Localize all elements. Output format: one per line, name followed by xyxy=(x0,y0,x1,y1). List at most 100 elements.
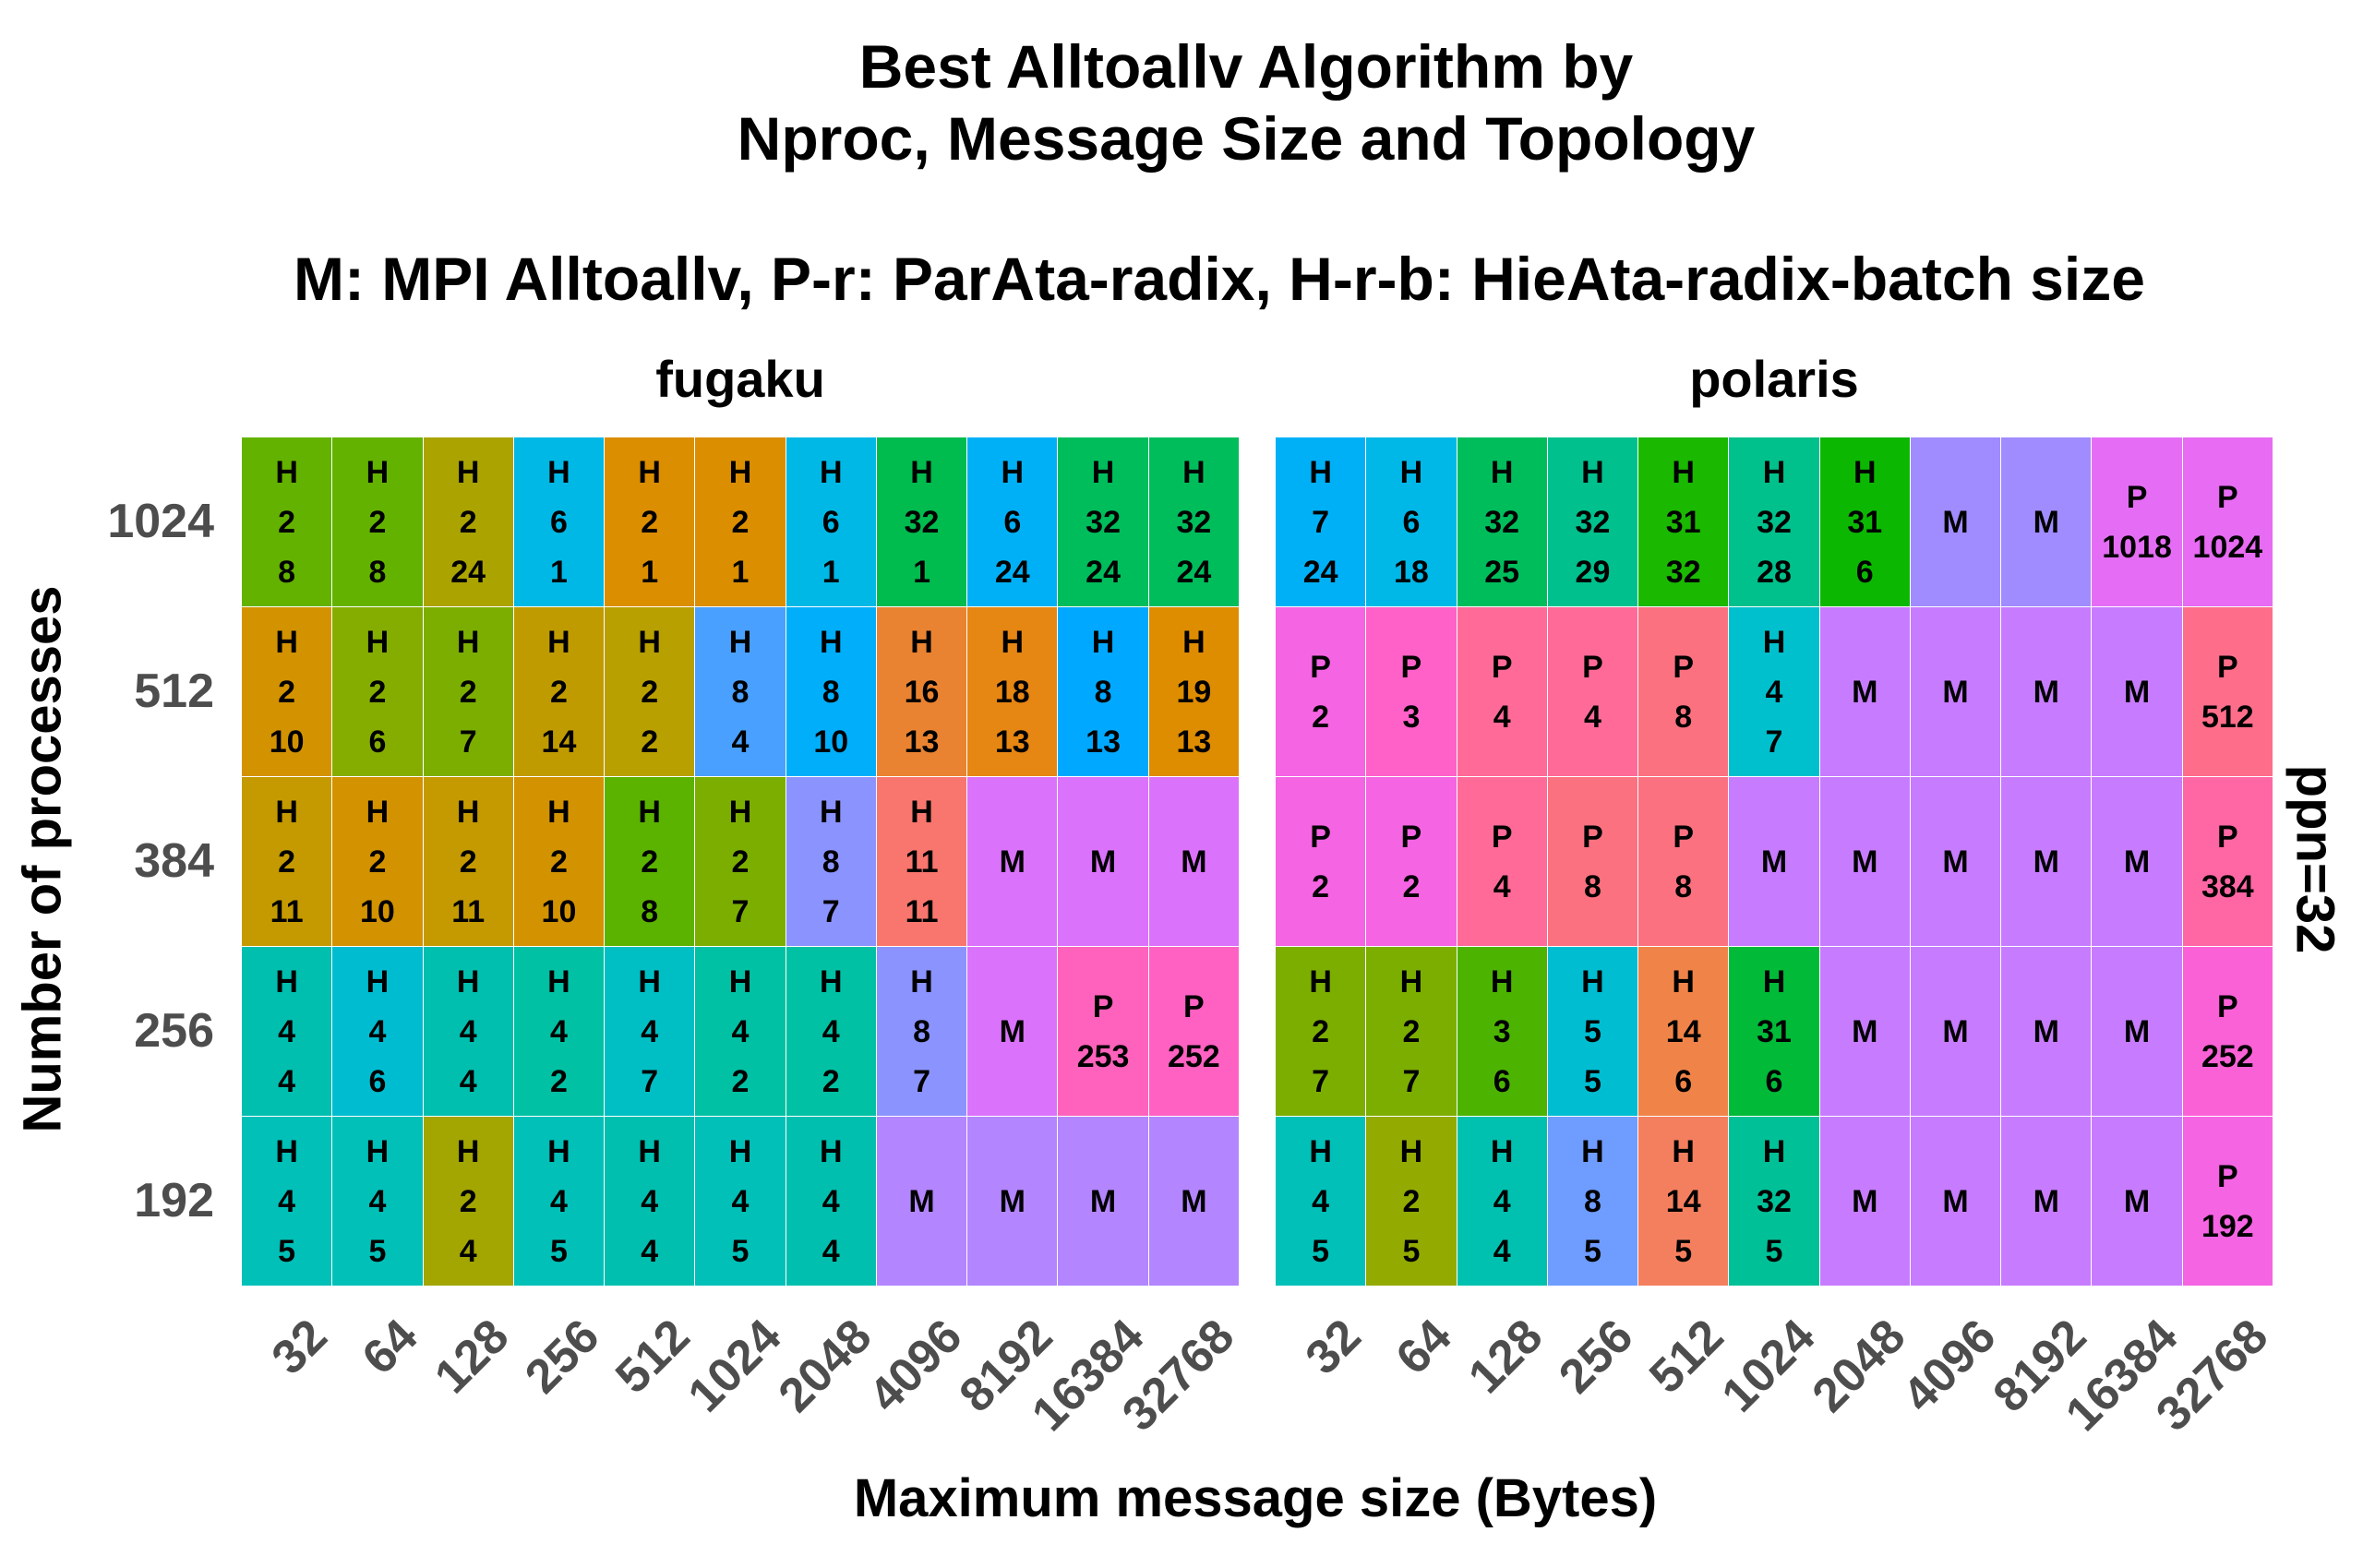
cell-label: H xyxy=(1672,964,1695,999)
cell-label: 19 xyxy=(1176,674,1212,710)
cell-label: 14 xyxy=(1665,1183,1701,1219)
cell-label: 18 xyxy=(994,674,1030,710)
cell-label: 5 xyxy=(368,1233,387,1269)
cell-label: 4 xyxy=(1493,868,1511,904)
cell-label: 3 xyxy=(1493,1013,1511,1049)
cell-label: H xyxy=(819,794,843,830)
y-tick-label: 1024 xyxy=(107,495,214,548)
cell-label: 2 xyxy=(549,674,568,710)
heatmap-cell: H 5 5 xyxy=(1546,946,1639,1117)
heatmap-cell: P 192 xyxy=(2181,1116,2273,1287)
heatmap-cell: M xyxy=(1818,776,1911,947)
x-tick-label: 256 xyxy=(515,1309,610,1405)
heatmap-cell: H 2 10 xyxy=(331,776,424,947)
heatmap-cell: H 2 8 xyxy=(241,437,333,607)
heatmap-cell: M xyxy=(966,776,1059,947)
cell-label: H xyxy=(1762,1133,1786,1169)
cell-label: H xyxy=(1853,454,1877,490)
cell-label: 5 xyxy=(1312,1233,1330,1269)
cell-label: 14 xyxy=(1665,1013,1701,1049)
cell-label: 6 xyxy=(549,504,568,540)
heatmap-cell: P 1024 xyxy=(2181,437,2273,607)
cell-label: 2 xyxy=(549,844,568,880)
cell-label: M xyxy=(999,844,1026,880)
cell-label: H xyxy=(366,794,390,830)
cell-label: 29 xyxy=(1575,554,1611,590)
cell-label: H xyxy=(1182,454,1205,490)
x-tick-label: 4096 xyxy=(858,1309,973,1423)
cell-label: 3 xyxy=(1402,699,1421,735)
x-tick-label: 128 xyxy=(424,1309,520,1405)
cell-label: M xyxy=(908,1183,935,1219)
cell-label: 32 xyxy=(904,504,940,540)
heatmap-cell: M xyxy=(2000,946,2093,1117)
cell-label: H xyxy=(366,964,390,999)
x-tick-label: 128 xyxy=(1457,1309,1553,1405)
cell-label: H xyxy=(1762,964,1786,999)
heatmap-cell: H 4 5 xyxy=(1275,1116,1367,1287)
cell-label: 24 xyxy=(1086,554,1121,590)
heatmap-cell: M xyxy=(1147,1116,1240,1287)
cell-label: 2 xyxy=(368,844,387,880)
cell-label: 5 xyxy=(278,1233,296,1269)
cell-label: P xyxy=(1491,649,1513,685)
heatmap-cell: H 2 6 xyxy=(331,606,424,777)
heatmap-cell: H 2 4 xyxy=(422,1116,514,1287)
heatmap-cell: H 2 24 xyxy=(422,437,514,607)
cell-label: H xyxy=(275,964,298,999)
cell-label: 5 xyxy=(1402,1233,1421,1269)
heatmap-cell: H 2 7 xyxy=(1365,946,1457,1117)
cell-label: 4 xyxy=(1583,699,1601,735)
cell-label: H xyxy=(638,964,661,999)
cell-label: 32 xyxy=(1575,504,1611,540)
y-tick-label: 256 xyxy=(134,1004,214,1058)
heatmap-cell: H 4 7 xyxy=(604,946,696,1117)
heatmap-cell: M xyxy=(1909,776,2002,947)
heatmap-cell: M xyxy=(1057,776,1149,947)
heatmap-cell: H 8 5 xyxy=(1546,1116,1639,1287)
cell-label: H xyxy=(456,624,480,660)
cell-label: 4 xyxy=(822,1013,840,1049)
cell-label: 25 xyxy=(1484,554,1520,590)
cell-label: 10 xyxy=(813,724,849,760)
heatmap-cell: H 31 6 xyxy=(1818,437,1911,607)
cell-label: 2 xyxy=(459,504,477,540)
cell-label: 2 xyxy=(459,674,477,710)
cell-label: 32 xyxy=(1757,1183,1792,1219)
cell-label: 5 xyxy=(1765,1233,1783,1269)
cell-label: H xyxy=(1309,454,1332,490)
cell-label: 13 xyxy=(994,724,1030,760)
cell-label: P xyxy=(1400,649,1422,685)
cell-label: 2 xyxy=(1402,1013,1421,1049)
cell-label: M xyxy=(999,1183,1026,1219)
cell-label: 7 xyxy=(1312,1063,1330,1099)
heatmap-cell: M xyxy=(1057,1116,1149,1287)
cell-label: 4 xyxy=(459,1013,477,1049)
cell-label: 24 xyxy=(1176,554,1212,590)
cell-label: H xyxy=(547,624,570,660)
heatmap-cell: M xyxy=(966,946,1059,1117)
heatmap-cell: M xyxy=(2000,1116,2093,1287)
heatmap-cell: P 512 xyxy=(2181,606,2273,777)
heatmap-cell: M xyxy=(1818,946,1911,1117)
cell-label: 5 xyxy=(1583,1063,1601,1099)
heatmap-cell: H 6 1 xyxy=(785,437,877,607)
cell-label: 8 xyxy=(1583,1183,1601,1219)
heatmap-cell: H 6 1 xyxy=(512,437,606,607)
cell-label: M xyxy=(1942,504,1969,540)
cell-label: H xyxy=(547,1133,570,1169)
cell-label: 4 xyxy=(731,724,750,760)
cell-label: H xyxy=(1091,624,1115,660)
cell-label: 4 xyxy=(731,1013,750,1049)
heatmap-cell: H 4 4 xyxy=(1456,1116,1548,1287)
cell-label: M xyxy=(1942,1183,1969,1219)
cell-label: 4 xyxy=(822,1233,840,1269)
cell-label: 8 xyxy=(1583,868,1601,904)
cell-label: 2 xyxy=(459,844,477,880)
cell-label: 6 xyxy=(1402,504,1421,540)
heatmap-panel-fugaku: H 2 8 H 2 8 H 2 24 H 6 1 H 2 1 H 2 1 H 6 1 H 32 1 H 6 24 H 32 24 H 32 24… xyxy=(241,437,1240,1287)
facet-label-ppn: ppn=32 xyxy=(2285,764,2345,954)
cell-label: 7 xyxy=(1402,1063,1421,1099)
cell-label: 32 xyxy=(1665,554,1701,590)
